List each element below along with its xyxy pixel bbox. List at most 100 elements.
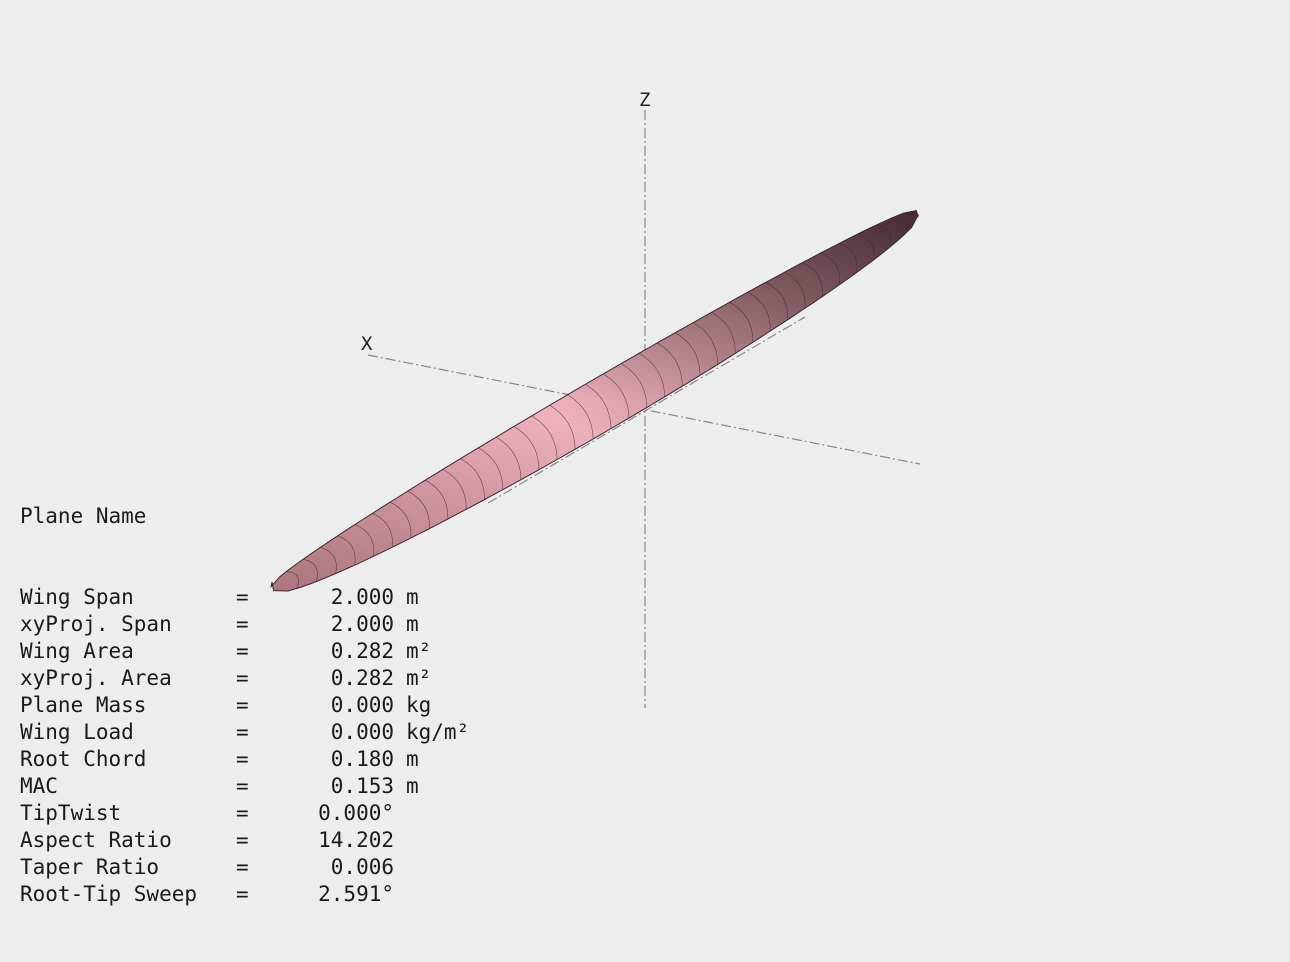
info-label: Wing Span — [20, 585, 134, 609]
z-axis-label: Z — [639, 89, 650, 111]
plane-info-panel: Plane Name Wing Span = 2.000 m xyProj. Span =… — [20, 449, 469, 962]
info-value: 0.282 — [330, 666, 394, 690]
info-row: Root-Tip Sweep = 2.591° — [20, 881, 394, 908]
x-axis-label: X — [361, 333, 373, 355]
wing-rib — [320, 547, 337, 574]
info-equals: = — [236, 747, 249, 771]
info-value: 2.591° — [318, 882, 394, 906]
wing-rib — [784, 272, 806, 309]
info-row: Wing Load = 0.000 kg/m² — [20, 719, 469, 746]
info-value: 0.282 — [330, 639, 394, 663]
info-row: Aspect Ratio = 14.202 — [20, 827, 394, 854]
info-row: Wing Area = 0.282 m² — [20, 638, 431, 665]
info-equals: = — [236, 612, 249, 636]
wing-shading — [271, 210, 919, 591]
info-unit: m — [406, 585, 419, 609]
info-row: Plane Mass = 0.000 kg — [20, 692, 431, 719]
wing-rib — [337, 535, 356, 566]
info-equals: = — [236, 720, 249, 744]
wing-rib — [765, 282, 789, 320]
info-row: MAC = 0.153 m — [20, 773, 419, 800]
info-equals: = — [236, 639, 249, 663]
info-row: Wing Span = 2.000 m — [20, 584, 419, 611]
wing-rib — [549, 405, 576, 450]
wing-rib — [711, 312, 736, 354]
info-equals: = — [236, 774, 249, 798]
info-label: MAC — [20, 774, 58, 798]
wing-rib — [639, 352, 665, 397]
wing-rib — [603, 373, 630, 419]
info-value: 0.153 — [330, 774, 394, 798]
info-equals: = — [236, 828, 249, 852]
info-equals: = — [236, 882, 249, 906]
info-label: TipTwist — [20, 801, 122, 825]
info-row: xyProj. Area = 0.282 m² — [20, 665, 431, 692]
wing-rib — [354, 524, 375, 557]
wing-rib — [820, 252, 841, 285]
info-label: Wing Load — [20, 720, 134, 744]
info-label: Wing Area — [20, 639, 134, 663]
info-row: TipTwist = 0.000° — [20, 800, 394, 827]
info-label: Root Chord — [20, 747, 147, 771]
info-equals: = — [236, 801, 249, 825]
wing-rib — [876, 224, 892, 248]
plane-name-row: Plane Name — [20, 503, 146, 530]
info-equals: = — [236, 693, 249, 717]
info-unit: m — [406, 774, 419, 798]
info-unit: kg/m² — [406, 720, 470, 744]
wing-rib — [478, 447, 504, 490]
info-value: 0.000 — [330, 720, 394, 744]
info-unit: m² — [406, 666, 432, 690]
y-axis-line — [487, 316, 806, 504]
info-equals: = — [236, 666, 249, 690]
wing-rib — [675, 332, 701, 376]
wing-rib — [839, 243, 858, 273]
wing-rib — [657, 342, 683, 387]
info-label: Aspect Ratio — [20, 828, 172, 852]
info-equals: = — [236, 855, 249, 879]
info-equals: = — [236, 585, 249, 609]
info-row: Taper Ratio = 0.006 — [20, 854, 394, 881]
info-value: 2.000 — [330, 612, 394, 636]
info-value: 0.006 — [330, 855, 394, 879]
info-label: Plane Mass — [20, 693, 147, 717]
wing-surface[interactable] — [270, 210, 919, 592]
info-unit: m² — [406, 639, 432, 663]
info-row: xyProj. Span = 2.000 m — [20, 611, 419, 638]
info-label: xyProj. Area — [20, 666, 172, 690]
wing-rib — [729, 301, 754, 343]
info-value: 0.000 — [330, 693, 394, 717]
info-label: Taper Ratio — [20, 855, 160, 879]
info-unit: m — [406, 747, 419, 771]
wing-rib — [425, 479, 449, 520]
info-value: 0.000° — [318, 801, 394, 825]
info-label: Root-Tip Sweep — [20, 882, 198, 906]
plane-info-rows: Wing Span = 2.000 m xyProj. Span = 2.000 m Wing … — [20, 584, 469, 908]
3d-viewport[interactable]: X Z Y Plane Name Wing Span = 2.000 m xyProj.… — [0, 0, 1290, 906]
3d-view-canvas[interactable]: X Z Y — [0, 0, 1290, 820]
plane-name-title: Plane Name — [20, 504, 147, 528]
wing-rib — [372, 513, 393, 548]
wing-rib — [567, 394, 594, 439]
x-axis-line — [367, 354, 921, 465]
wing-rib — [895, 216, 908, 234]
wing-rib — [531, 415, 558, 460]
wing-rib — [460, 458, 485, 500]
wing-rib — [585, 384, 612, 429]
wing-rib — [303, 558, 318, 582]
wing-rib — [747, 291, 771, 332]
wing-ribs — [286, 216, 908, 589]
wing-rib — [513, 426, 540, 470]
info-unit: m — [406, 612, 419, 636]
wing-rib — [495, 436, 522, 480]
wing-rib — [286, 571, 299, 589]
info-value: 14.202 — [318, 828, 394, 852]
wing-rib — [389, 501, 412, 539]
wing-rib — [857, 233, 875, 261]
info-value: 2.000 — [330, 585, 394, 609]
wing-rib — [802, 262, 823, 297]
info-value: 0.180 — [330, 747, 394, 771]
wing-rib — [621, 363, 648, 408]
wing-rib — [407, 490, 430, 529]
info-unit: kg — [406, 693, 432, 717]
